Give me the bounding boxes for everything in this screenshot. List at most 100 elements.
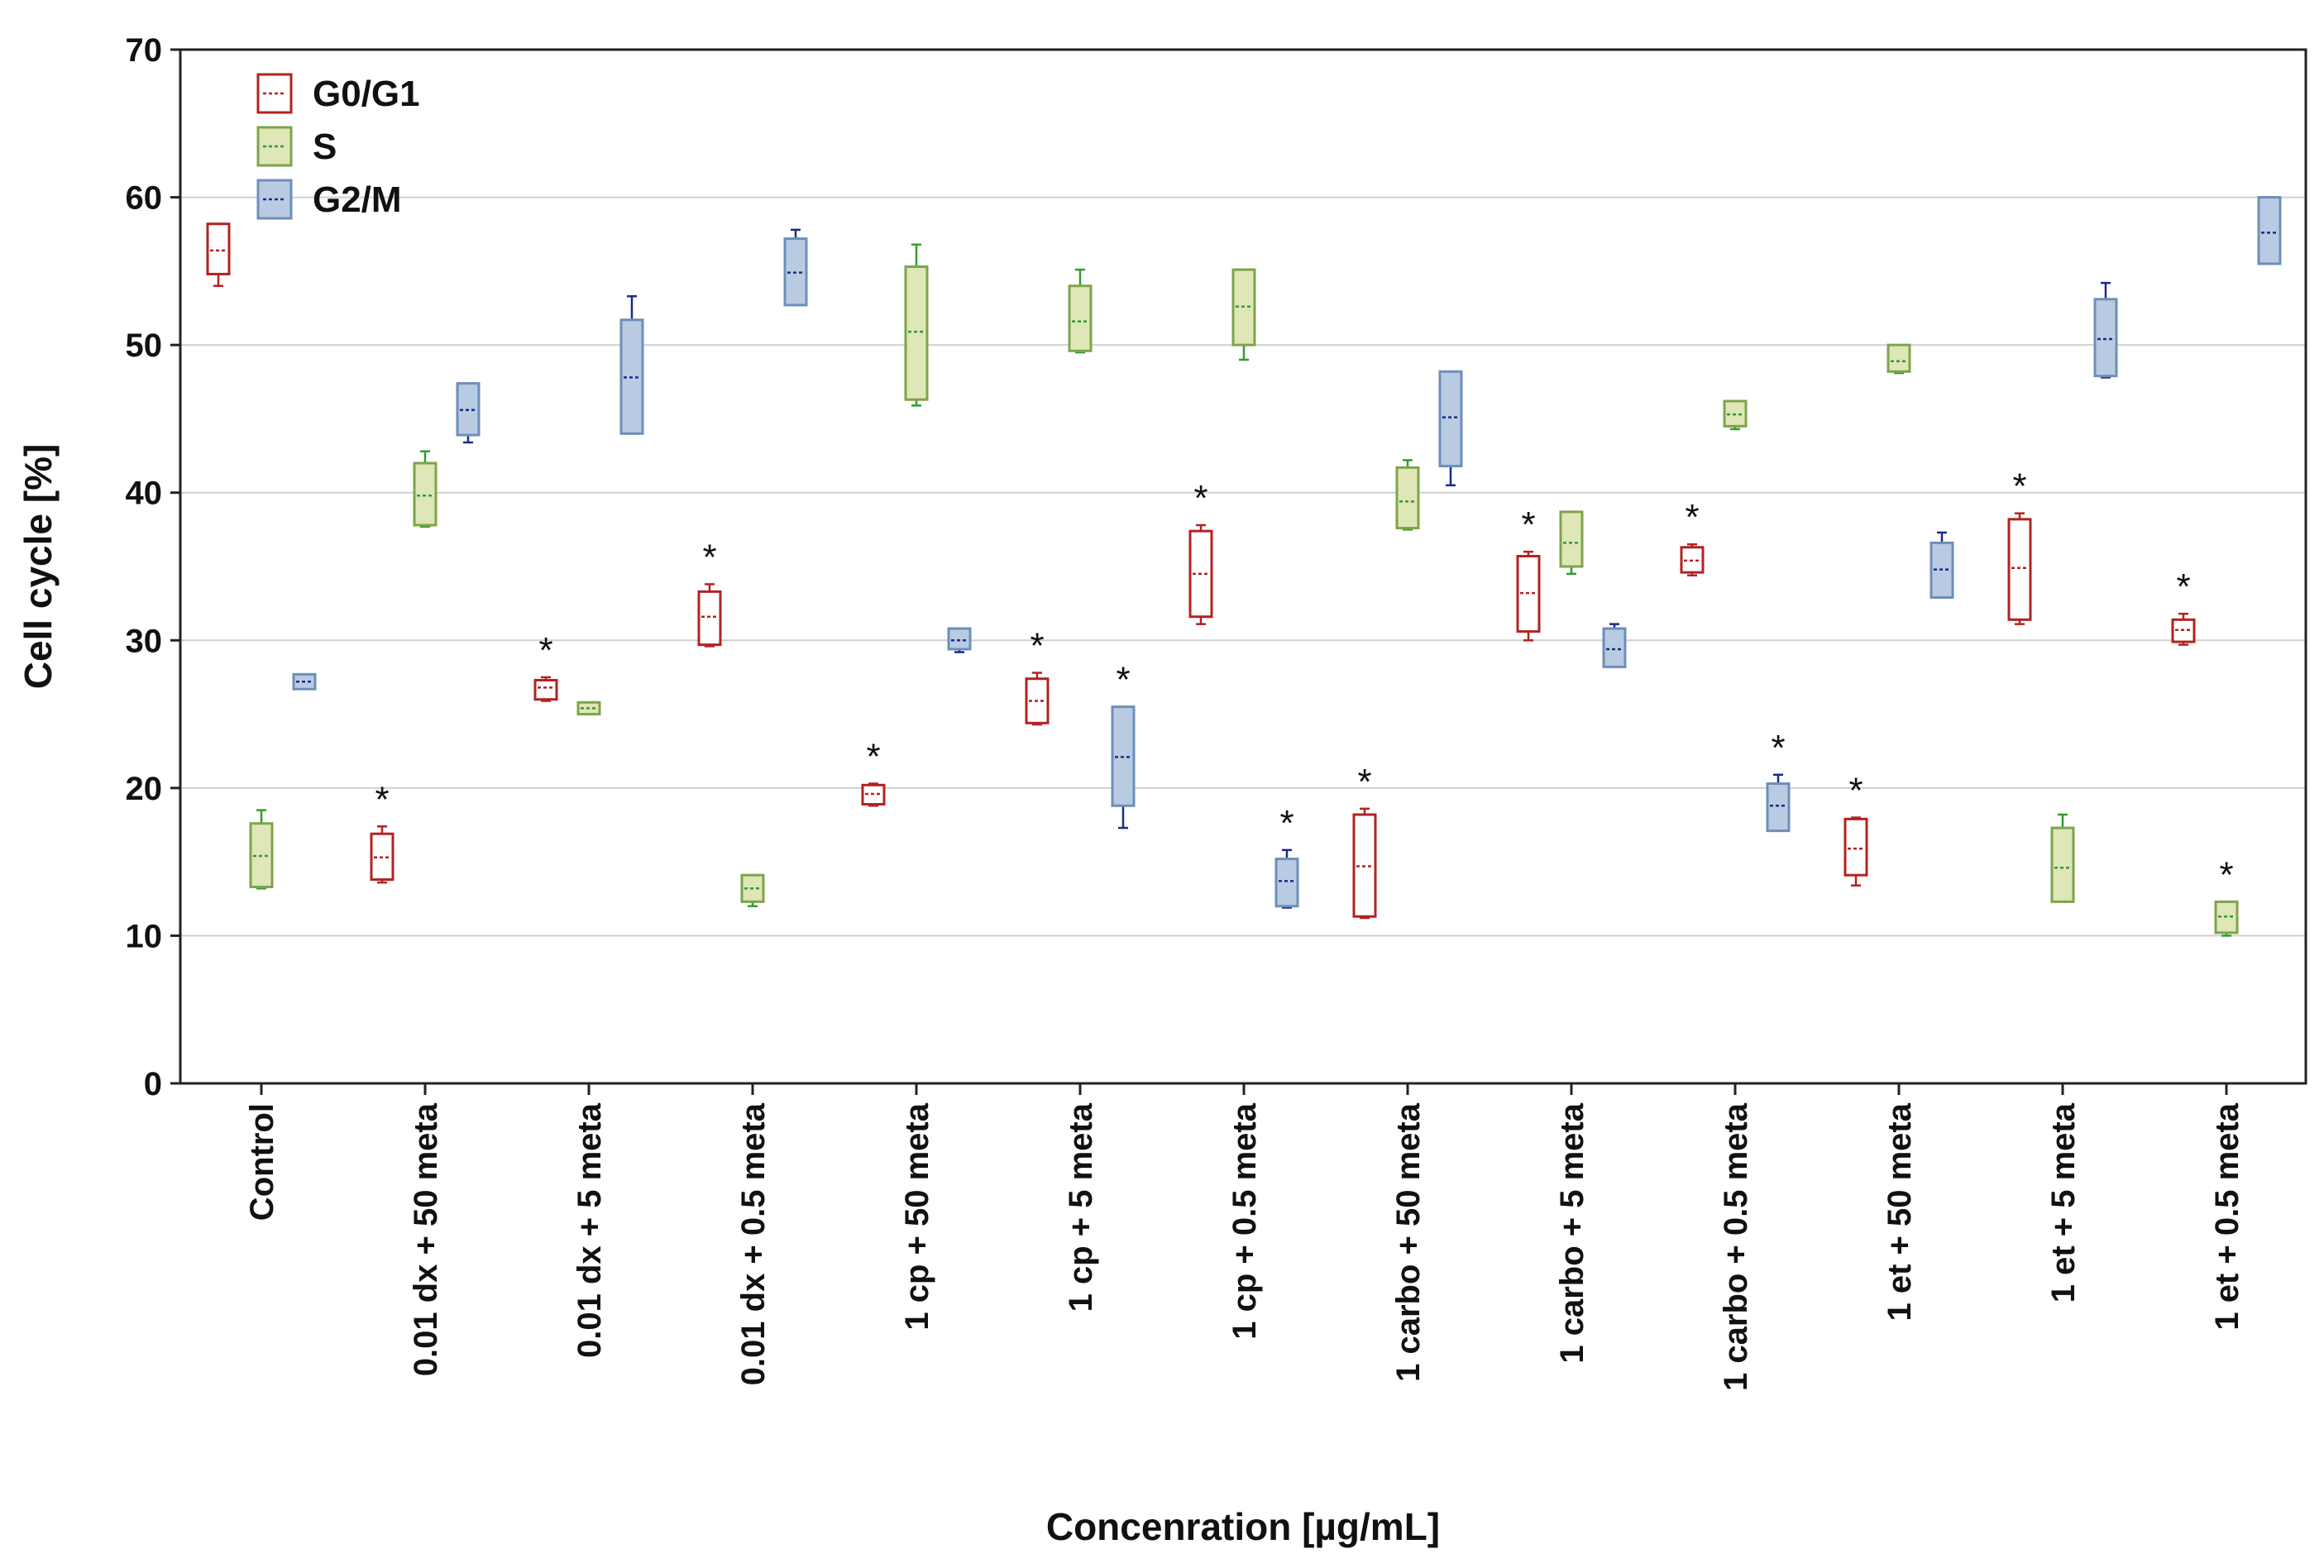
box-iqr: [1843, 817, 1868, 877]
box-plot: [1929, 531, 1954, 600]
significance-marker: *: [1116, 660, 1130, 700]
y-tick-label: 40: [126, 476, 163, 512]
significance-marker: *: [1193, 478, 1207, 519]
box-plot: *: [861, 737, 886, 807]
box-plot: *: [370, 779, 395, 884]
x-category-label: 1 carbo + 0.5 meta: [1718, 1102, 1754, 1391]
box-plot: [1559, 510, 1584, 576]
box-plot: [1602, 623, 1627, 668]
box-iqr: [2257, 196, 2282, 265]
box-iqr: [1766, 782, 1791, 833]
significance-marker: *: [1279, 803, 1294, 844]
box-plot: [2257, 196, 2282, 265]
box-plot: *: [1188, 478, 1213, 625]
box-iqr: [1886, 343, 1911, 373]
y-tick-label: 20: [126, 771, 163, 807]
legend-label: G2/M: [313, 179, 402, 220]
box-plot: [1438, 370, 1463, 487]
significance-marker: *: [2219, 854, 2233, 895]
legend-item: S: [256, 126, 337, 167]
box-plot: [1723, 399, 1748, 431]
box-plot: [1395, 459, 1420, 531]
x-category-label: 1 cp + 0.5 meta: [1227, 1102, 1263, 1339]
box-plot: [740, 873, 765, 907]
significance-marker: *: [1848, 771, 1863, 811]
x-axis-title: Concenration [µg/mL]: [1046, 1505, 1440, 1548]
box-plot: [1886, 343, 1911, 375]
y-tick-label: 70: [126, 32, 163, 69]
box-iqr: [619, 318, 644, 435]
x-category-label: 0.01 dx + 0.5 meta: [735, 1102, 772, 1385]
y-axis-title: Cell cycle [%]: [17, 444, 60, 690]
significance-marker: *: [2176, 566, 2190, 607]
box-iqr: [904, 265, 929, 401]
x-category-label: 0.01 dx + 50 meta: [408, 1102, 444, 1376]
box-iqr: [697, 590, 722, 647]
x-category-label: 0.01 dx + 5 meta: [571, 1102, 608, 1358]
x-axis-ticks: Control 0.01 dx + 50 meta 0.01 dx + 5 meta…: [244, 1083, 2245, 1391]
significance-marker: *: [538, 630, 552, 671]
box-iqr: [533, 679, 558, 701]
box-plot: *: [1680, 497, 1705, 576]
box-plot: [206, 222, 231, 287]
box-iqr: [2007, 518, 2032, 621]
significance-marker: *: [1357, 762, 1371, 802]
box-plot: *: [1025, 626, 1050, 726]
significance-marker: *: [866, 737, 880, 777]
significance-marker: *: [1771, 728, 1785, 768]
x-category-label: 1 cp + 5 meta: [1063, 1102, 1099, 1312]
legend-label: S: [313, 127, 337, 167]
box-plot: *: [1111, 660, 1136, 829]
box-plot: *: [2171, 566, 2196, 646]
y-tick-label: 0: [144, 1066, 162, 1102]
box-plot: [2093, 281, 2118, 379]
box-iqr: [947, 627, 972, 651]
box-iqr: [1274, 858, 1299, 908]
box-plot: *: [2214, 854, 2239, 937]
box-iqr: [2093, 298, 2118, 378]
legend-item: G2/M: [256, 179, 402, 220]
box-plot: [292, 672, 317, 691]
x-category-label: 1 et + 5 meta: [2045, 1102, 2082, 1303]
x-category-label: 1 carbo + 50 meta: [1390, 1102, 1427, 1382]
box-iqr: [1602, 627, 1627, 668]
y-tick-label: 30: [126, 623, 163, 659]
box-plot: [904, 243, 929, 407]
significance-marker: *: [1685, 497, 1699, 538]
x-category-label: 1 et + 50 meta: [1882, 1102, 1918, 1321]
y-tick-label: 60: [126, 180, 163, 217]
box-plot: [576, 700, 601, 716]
box-iqr: [1068, 284, 1093, 352]
significance-marker: *: [2012, 466, 2026, 507]
y-axis-ticks: 0 10 20 30 40 50 60 70: [126, 32, 180, 1102]
box-plot: *: [1843, 771, 1868, 887]
significance-marker: *: [1521, 504, 1535, 545]
box-plot: *: [697, 537, 722, 648]
box-plot: *: [2007, 466, 2032, 625]
y-tick-label: 10: [126, 918, 163, 954]
y-tick-label: 50: [126, 327, 163, 364]
box-plot: [2050, 813, 2075, 903]
series-g2-m: * * *: [292, 196, 2282, 909]
significance-marker: *: [702, 537, 716, 577]
significance-marker: *: [1030, 626, 1044, 667]
x-category-label: Control: [244, 1103, 280, 1221]
box-plot: *: [1274, 803, 1299, 909]
box-plot: *: [533, 630, 558, 702]
box-iqr: [1559, 510, 1584, 568]
box-plot: *: [1516, 504, 1541, 642]
legend-label: G0/G1: [313, 74, 420, 114]
series-s: *: [249, 243, 2239, 937]
box-plot: *: [1352, 762, 1377, 920]
box-iqr: [2050, 826, 2075, 903]
box-plots: * * * * * * * * * * * * * * * *: [206, 196, 2282, 937]
legend-item: G0/G1: [256, 73, 420, 114]
box-plot: [1231, 268, 1256, 361]
box-plot: [619, 294, 644, 435]
box-iqr: [1395, 466, 1420, 530]
x-category-label: 1 et + 0.5 meta: [2209, 1102, 2245, 1330]
box-plot: [249, 809, 274, 890]
significance-marker: *: [375, 779, 389, 820]
